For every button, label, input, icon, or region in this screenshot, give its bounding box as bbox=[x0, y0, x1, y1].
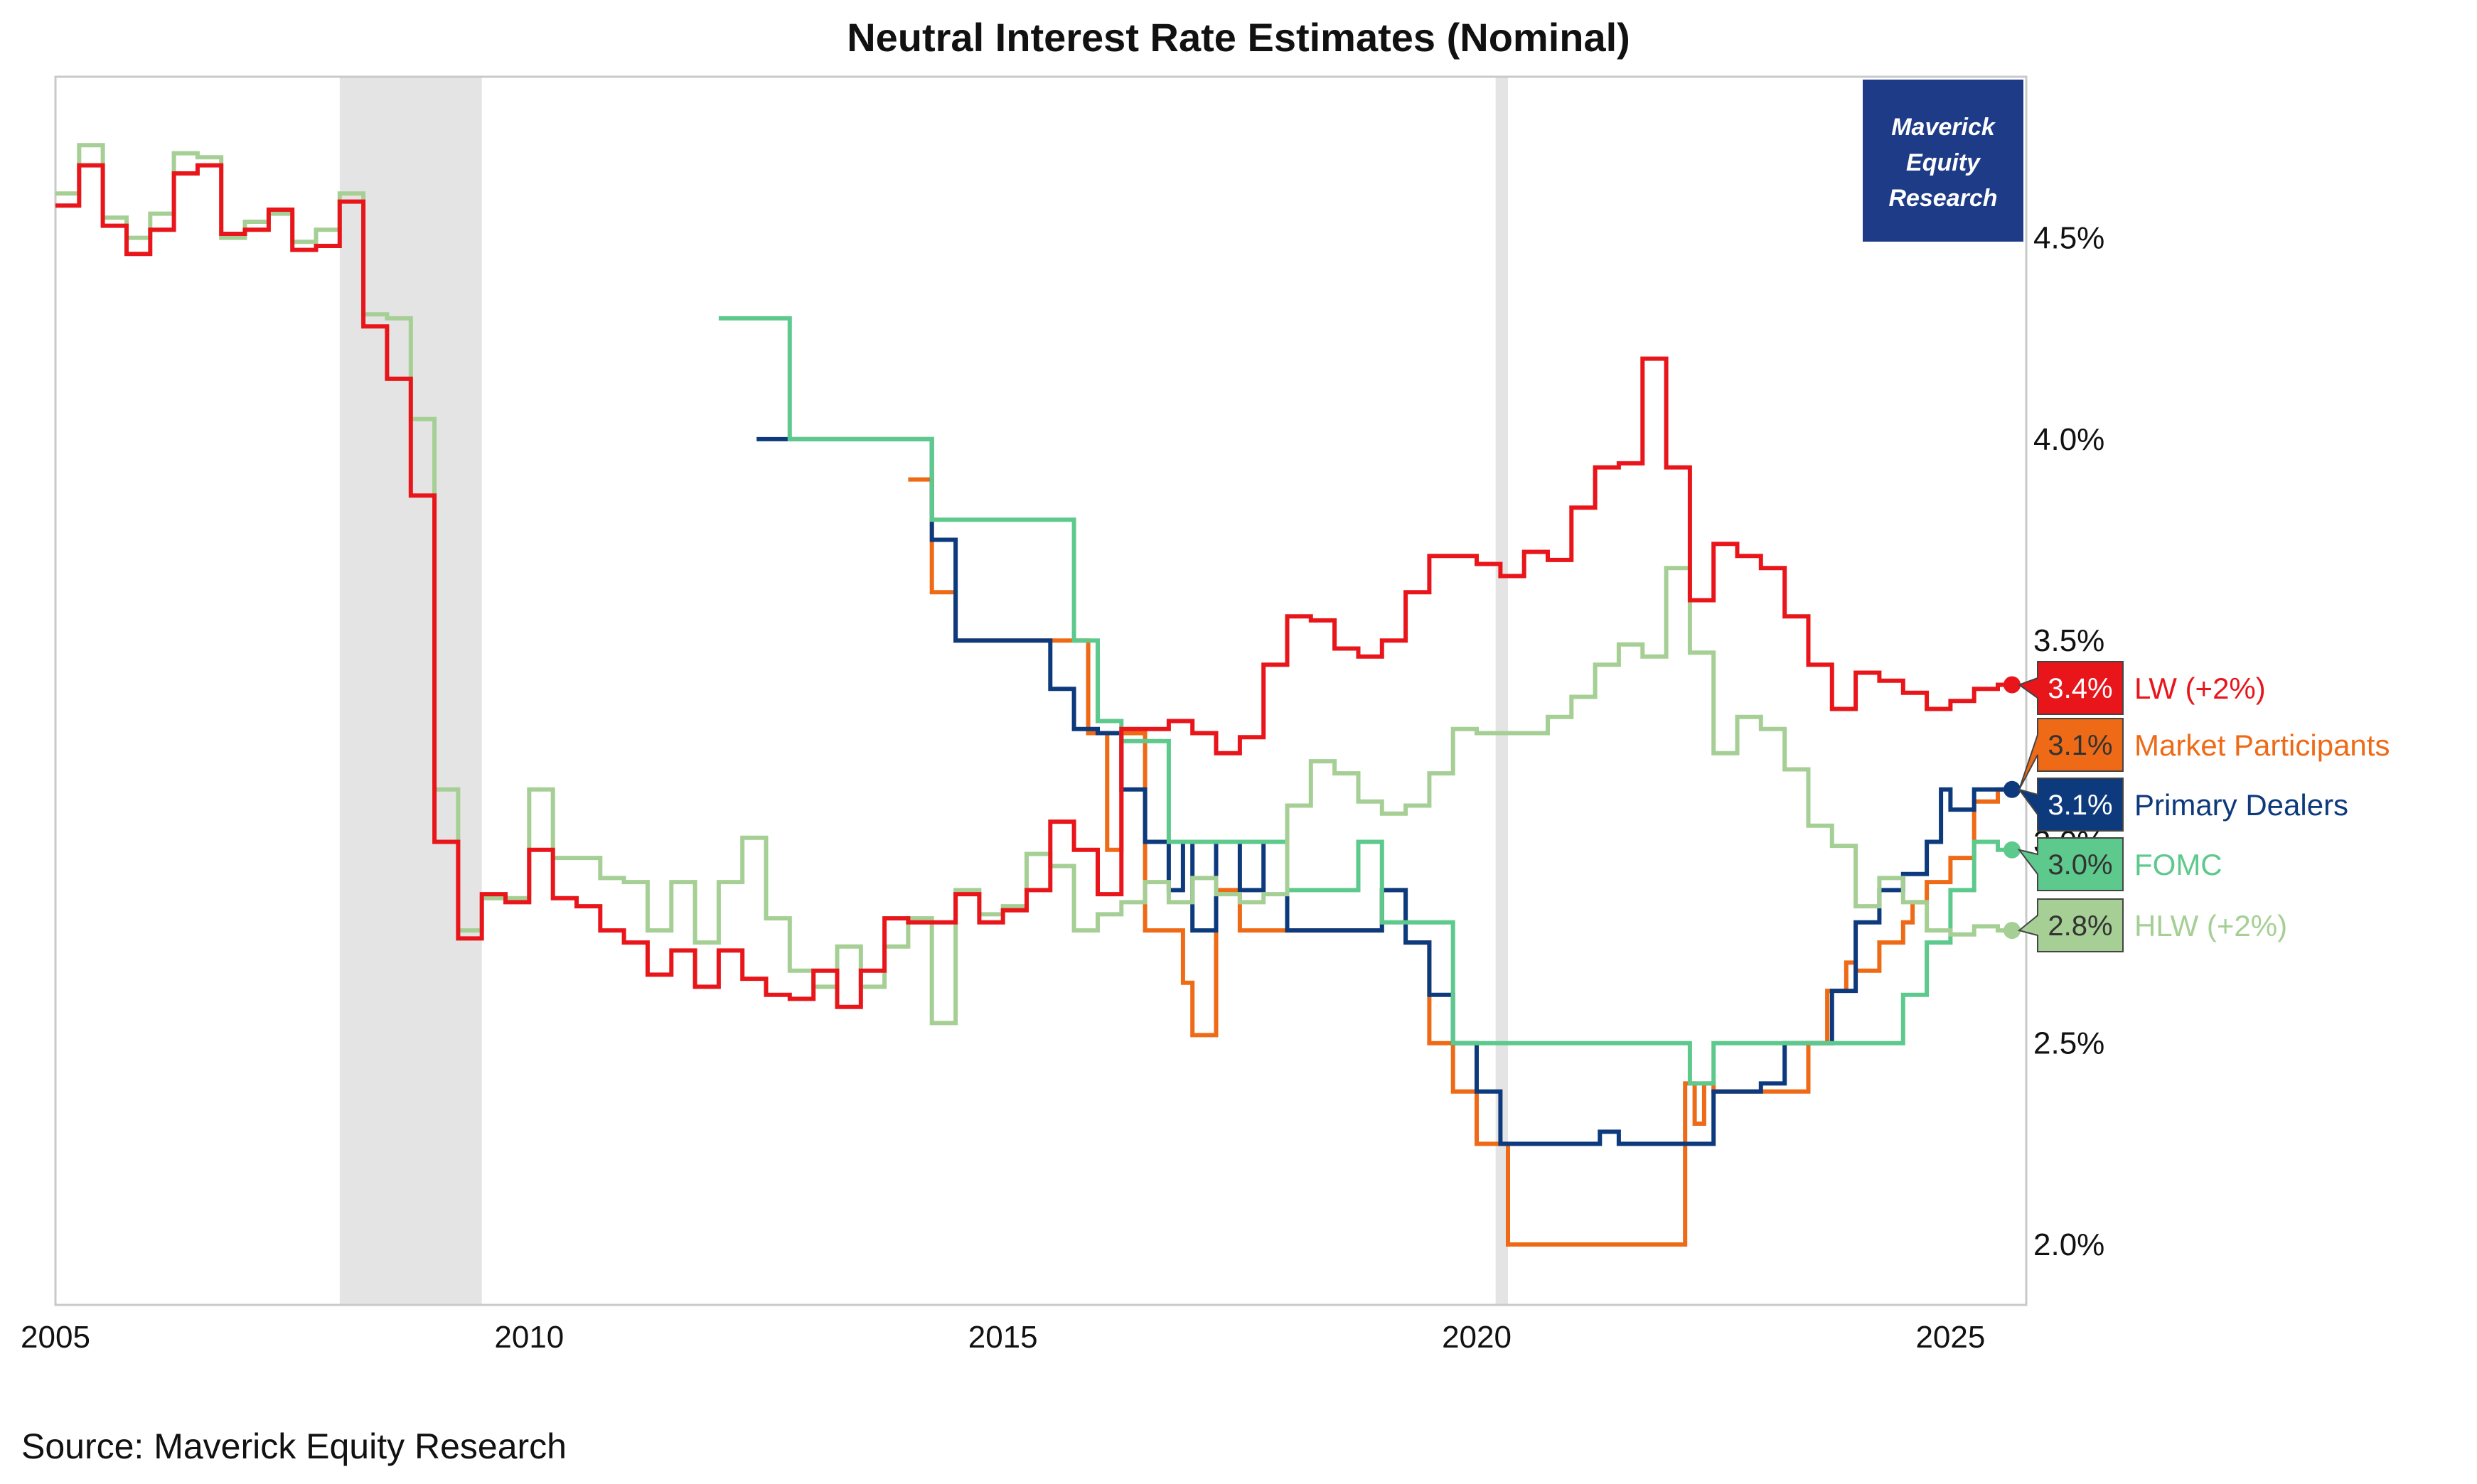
x-tick-label: 2005 bbox=[21, 1320, 90, 1355]
x-tick-label: 2010 bbox=[494, 1320, 564, 1355]
series-end-labels: 3.4% LW (+2%) 3.1% Market Participants 3.1% P… bbox=[2003, 661, 2390, 952]
value-badge-text-lw-2: 3.4% bbox=[2048, 673, 2112, 704]
end-label-hlw-2: 2.8% HLW (+2%) bbox=[2003, 898, 2287, 952]
value-badge-text-hlw-2: 2.8% bbox=[2048, 910, 2112, 942]
end-label-primary-dealers: 3.1% Primary Dealers bbox=[2003, 778, 2348, 832]
y-tick-label: 4.5% bbox=[2033, 221, 2104, 256]
brand-box: Maverick Equity Research bbox=[1863, 80, 2023, 242]
series-name-fomc: FOMC bbox=[2134, 848, 2222, 881]
x-tick-label: 2025 bbox=[1915, 1320, 1985, 1355]
end-label-fomc: 3.0% FOMC bbox=[2003, 837, 2222, 891]
series-line-hlw-2 bbox=[55, 143, 2012, 1026]
y-tick-label: 2.5% bbox=[2033, 1026, 2104, 1061]
series-line-lw-2 bbox=[55, 163, 2012, 1009]
recession-band-1 bbox=[339, 77, 482, 1305]
end-label-lw-2: 3.4% LW (+2%) bbox=[2003, 661, 2266, 715]
value-badge-text-fomc: 3.0% bbox=[2048, 849, 2112, 881]
end-dot-hlw-2 bbox=[2003, 922, 2021, 940]
series-name-primary-dealers: Primary Dealers bbox=[2134, 788, 2348, 822]
y-tick-label: 4.0% bbox=[2033, 422, 2104, 457]
value-badge-hlw-2 bbox=[2017, 898, 2124, 952]
value-badge-fomc bbox=[2017, 837, 2124, 891]
x-tick-label: 2020 bbox=[1442, 1320, 1512, 1355]
source-note: Source: Maverick Equity Research bbox=[21, 1426, 567, 1466]
series-name-market-participants: Market Participants bbox=[2134, 728, 2390, 762]
value-badge-text-primary-dealers: 3.1% bbox=[2048, 790, 2112, 821]
end-dot-lw-2 bbox=[2003, 676, 2021, 694]
chart-title: Neutral Interest Rate Estimates (Nominal… bbox=[847, 15, 1630, 60]
y-tick-label: 3.5% bbox=[2033, 623, 2104, 658]
value-badge-text-market-participants: 3.1% bbox=[2048, 730, 2112, 761]
value-badge-primary-dealers bbox=[2017, 778, 2124, 832]
series-name-lw-2: LW (+2%) bbox=[2134, 672, 2266, 705]
value-badge-market-participants bbox=[2018, 718, 2124, 790]
series-lines bbox=[55, 143, 2012, 1247]
recession-band-2 bbox=[1495, 77, 1509, 1305]
x-axis-ticks: 2005 2010 2015 2020 2025 bbox=[21, 1320, 1985, 1355]
brand-line-3: Research bbox=[1888, 185, 1997, 212]
brand-box-background bbox=[1863, 80, 2023, 242]
y-tick-label: 2.0% bbox=[2033, 1227, 2104, 1262]
brand-line-2: Equity bbox=[1906, 149, 1981, 176]
end-dot-primary-dealers bbox=[2003, 780, 2021, 798]
end-dot-fomc bbox=[2003, 841, 2021, 859]
series-name-hlw-2: HLW (+2%) bbox=[2134, 909, 2287, 942]
series-line-primary-dealers bbox=[756, 436, 2012, 1146]
end-label-market-participants: 3.1% Market Participants bbox=[2003, 718, 2390, 798]
series-line-fomc bbox=[718, 316, 2012, 1086]
x-tick-label: 2015 bbox=[968, 1320, 1038, 1355]
plot-frame bbox=[54, 75, 2028, 1306]
value-badge-lw-2 bbox=[2017, 661, 2124, 715]
brand-line-1: Maverick bbox=[1891, 114, 1996, 141]
